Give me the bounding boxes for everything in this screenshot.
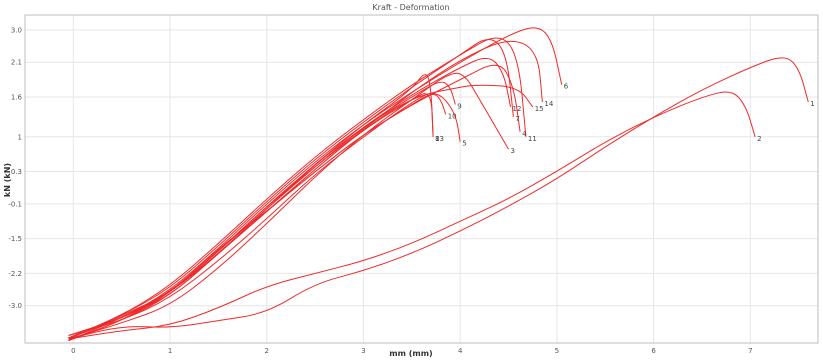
- curve-end-label: 9: [457, 103, 461, 111]
- y-axis-ticks: 3.0 2.1 1.6 1 0.3 -0.1 -1.5 -2.2 -3.0: [8, 26, 22, 310]
- curve-end-label: 12: [513, 105, 522, 113]
- x-tick-label: 1: [168, 347, 172, 355]
- grid: [25, 15, 818, 343]
- plot-frame: [24, 14, 819, 344]
- curve-end-label: 14: [544, 100, 553, 108]
- curve-end-label: 8: [435, 135, 439, 143]
- curve-2: [68, 91, 756, 340]
- curve-1: [68, 57, 809, 340]
- y-tick-label: 2.1: [11, 59, 22, 67]
- x-tick-label: 5: [555, 347, 559, 355]
- y-tick-label: -0.1: [8, 200, 22, 208]
- x-axis-ticks: 0 1 2 3 4 5 6 7: [71, 347, 752, 355]
- curve-end-label: 3: [511, 147, 515, 155]
- curve-end-label: 6: [564, 83, 569, 91]
- y-tick-label: -3.0: [8, 302, 22, 310]
- curve-13: [68, 74, 434, 339]
- x-tick-label: 3: [361, 347, 365, 355]
- y-tick-label: 1: [18, 133, 22, 141]
- curve-end-label: 13: [435, 135, 444, 143]
- y-tick-label: 1.6: [11, 94, 23, 102]
- x-tick-label: 2: [265, 347, 269, 355]
- curve-end-label: 2: [757, 135, 761, 143]
- curve-end-label: 11: [528, 135, 537, 143]
- curve-end-label: 4: [522, 130, 527, 138]
- y-tick-label: -2.2: [8, 270, 22, 278]
- x-tick-label: 4: [458, 347, 463, 355]
- curves: [68, 27, 809, 341]
- x-tick-label: 0: [71, 347, 75, 355]
- chart-title: Kraft - Deformation: [372, 3, 449, 12]
- curve-end-label: 1: [810, 100, 814, 108]
- curve-6: [68, 27, 563, 341]
- y-tick-label: -1.5: [8, 235, 22, 243]
- x-tick-label: 6: [651, 347, 656, 355]
- curve-end-label: 10: [448, 112, 457, 120]
- y-axis-title: kN (kN): [3, 163, 12, 197]
- curve-7: [68, 39, 514, 339]
- curve-5: [68, 93, 461, 336]
- x-tick-label: 7: [748, 347, 752, 355]
- curve-15: [68, 84, 534, 339]
- y-tick-label: 0.3: [11, 168, 22, 176]
- curve-end-label: 7: [515, 115, 519, 123]
- y-tick-label: 3.0: [11, 26, 22, 34]
- curve-end-label: 5: [462, 140, 466, 148]
- curve-11: [68, 37, 527, 339]
- curve-end-label: 15: [535, 105, 544, 113]
- x-axis-title: mm (mm): [389, 349, 432, 358]
